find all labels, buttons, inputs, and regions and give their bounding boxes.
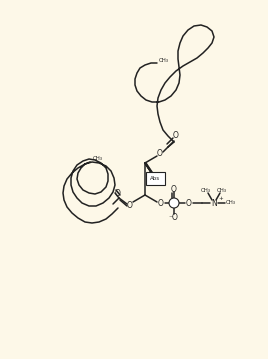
Text: O: O — [158, 200, 164, 209]
Circle shape — [169, 198, 179, 208]
Text: CH₃: CH₃ — [93, 157, 103, 162]
Text: CH₃: CH₃ — [217, 187, 227, 192]
Text: O: O — [157, 149, 163, 158]
Text: CH₃: CH₃ — [159, 59, 169, 64]
Text: O: O — [186, 199, 192, 208]
Text: +: + — [219, 196, 223, 201]
Text: O: O — [173, 131, 179, 140]
Text: O: O — [171, 185, 177, 194]
Text: O: O — [115, 190, 121, 199]
Text: CH₃: CH₃ — [201, 187, 211, 192]
Text: CH₃: CH₃ — [226, 200, 236, 205]
Text: ⁻O: ⁻O — [168, 214, 178, 223]
Text: P: P — [172, 199, 177, 208]
Text: O: O — [127, 200, 133, 210]
FancyBboxPatch shape — [146, 172, 165, 185]
Text: Abs: Abs — [150, 176, 160, 181]
Text: N: N — [211, 199, 217, 208]
